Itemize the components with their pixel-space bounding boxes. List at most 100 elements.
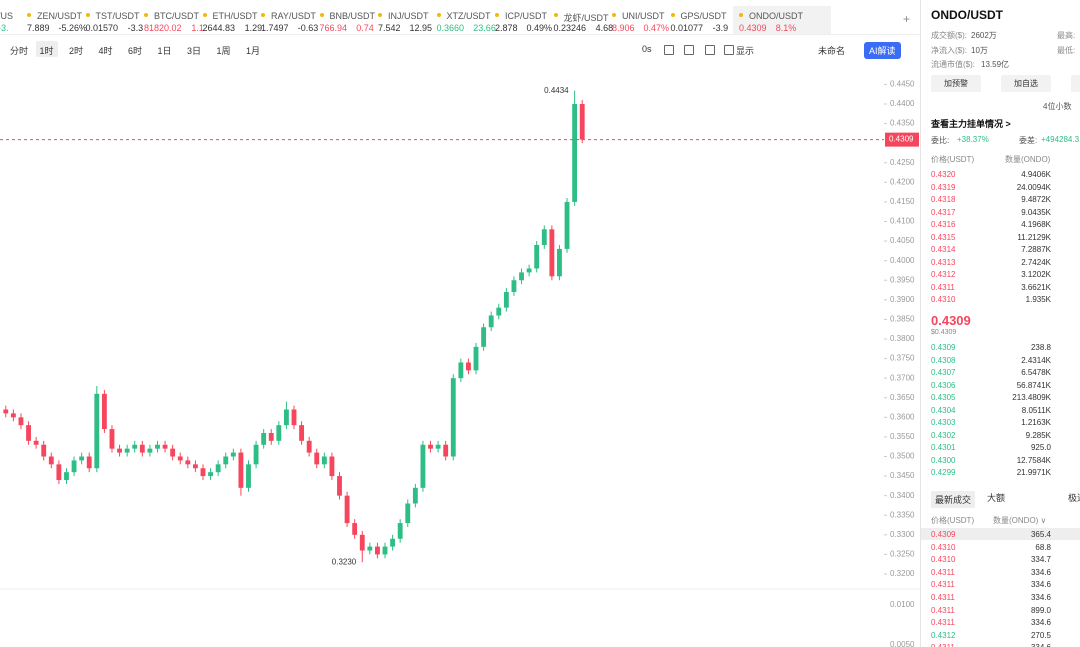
y-tick-label: 0.3550 bbox=[890, 432, 915, 441]
ticker-price[interactable]: 2.878 bbox=[495, 23, 518, 33]
ticker-change[interactable]: 1.1 bbox=[191, 23, 204, 33]
ticker-change[interactable]: -3.9 bbox=[712, 23, 729, 33]
chart: 0.4450 0.4400 0.4350 0.4250 0.4200 0.4150 0.41… bbox=[0, 62, 920, 647]
chart-toolbar: 分时 1时 2时 4时 6时 1日 3日 1周 1月 0s 显示 未命名 AI解读 bbox=[0, 38, 920, 62]
timeframe[interactable]: 3日 bbox=[187, 46, 202, 56]
timeframe[interactable]: 6时 bbox=[128, 46, 143, 56]
ticker-price[interactable]: 81820.02 bbox=[144, 23, 182, 33]
candle-body bbox=[496, 307, 502, 316]
tool-icon[interactable] bbox=[705, 45, 715, 55]
ticker-symbol[interactable]: XTZ/USDT bbox=[446, 11, 491, 21]
high-label: 0.4434 bbox=[544, 86, 569, 95]
ticker-price[interactable]: -3. bbox=[0, 23, 9, 33]
ticker-price[interactable]: 0.01570 bbox=[85, 23, 119, 33]
tool-icon[interactable] bbox=[684, 45, 694, 55]
ticker-price[interactable]: 0.23246 bbox=[553, 23, 587, 33]
ticker-price[interactable]: 8.906 bbox=[612, 23, 635, 33]
candle-body bbox=[147, 448, 153, 453]
candle-body bbox=[314, 452, 320, 465]
ticker-change[interactable]: 0.74 bbox=[356, 23, 374, 33]
candle-body bbox=[162, 444, 168, 449]
ticker-price[interactable]: 7.542 bbox=[378, 23, 401, 33]
timeframe[interactable]: 1周 bbox=[216, 46, 231, 56]
ticker-change[interactable]: -3.3 bbox=[127, 23, 144, 33]
book-qty: 2.4314K bbox=[1021, 355, 1051, 365]
trade-qty: 334.6 bbox=[1030, 567, 1051, 577]
ticker-change[interactable]: 0.49% bbox=[526, 23, 553, 33]
ticker-change[interactable]: 8.1% bbox=[775, 23, 797, 33]
trade-tab[interactable]: 大额 bbox=[987, 493, 1006, 503]
ticker-price[interactable]: 0.01077 bbox=[670, 23, 704, 33]
ticker-price[interactable]: 1.7497 bbox=[261, 23, 289, 33]
panel-button[interactable]: 加自选 bbox=[1001, 75, 1051, 92]
ticker-symbol[interactable]: /US bbox=[0, 11, 14, 21]
candle-body bbox=[382, 546, 388, 555]
ticker-dot bbox=[261, 13, 265, 17]
ticker-price[interactable]: 2644.83 bbox=[202, 23, 236, 33]
y-tick-label: 0.4450 bbox=[890, 80, 915, 89]
timeframe[interactable]: 2时 bbox=[69, 46, 84, 56]
ai-button[interactable]: AI解读 bbox=[864, 42, 901, 59]
tool-icon[interactable] bbox=[724, 45, 734, 55]
candle-body bbox=[450, 378, 456, 457]
ticker-price[interactable]: 7.889 bbox=[27, 23, 50, 33]
tool-icon[interactable] bbox=[664, 45, 674, 55]
add-tab[interactable]: + bbox=[903, 12, 911, 26]
book-qty: 6.5478K bbox=[1021, 368, 1051, 377]
timeframe[interactable]: 1日 bbox=[157, 46, 172, 56]
countdown[interactable]: 0s bbox=[642, 44, 652, 54]
ticker-symbol[interactable]: GPS/USDT bbox=[680, 11, 727, 21]
ticker-symbol[interactable]: TST/USDT bbox=[95, 11, 140, 21]
ticker-change[interactable]: 12.95 bbox=[409, 23, 433, 33]
active-tab bbox=[733, 6, 831, 34]
ticker-symbol[interactable]: ZEN/USDT bbox=[37, 11, 82, 21]
ticker-price[interactable]: 0.4309 bbox=[739, 23, 767, 33]
ticker-change[interactable]: 4.68 bbox=[595, 23, 614, 33]
ticker-change[interactable]: 1.29 bbox=[244, 23, 263, 33]
ticker-change[interactable]: 23.66 bbox=[473, 23, 496, 33]
ticker-symbol[interactable]: RAY/USDT bbox=[271, 11, 316, 21]
timeframe[interactable]: 分时 bbox=[10, 46, 29, 56]
display[interactable]: 显示 bbox=[736, 46, 755, 56]
y-tick-label: 0.4400 bbox=[890, 99, 915, 108]
ticker-symbol[interactable]: BTC/USDT bbox=[154, 11, 199, 21]
candle-body bbox=[208, 472, 213, 477]
candle-body bbox=[71, 460, 77, 473]
book-price: 0.4313 bbox=[931, 257, 956, 267]
book-qty: 238.8 bbox=[1030, 343, 1051, 352]
ticker-dot bbox=[436, 13, 441, 17]
candle-body bbox=[56, 464, 62, 480]
panel-button[interactable]: 加预警 bbox=[931, 75, 981, 92]
panel-button[interactable]: 策略 bbox=[1071, 75, 1080, 92]
trade-tab[interactable]: 最新成交 bbox=[931, 491, 976, 508]
ticker-change[interactable]: -0.63 bbox=[297, 23, 319, 33]
ticker-symbol[interactable]: 龙虾/USDT bbox=[563, 13, 609, 23]
timeframe[interactable]: 1月 bbox=[246, 46, 261, 56]
candle-body bbox=[541, 229, 547, 245]
candle-body bbox=[283, 409, 289, 426]
stat-value: 2602万 bbox=[971, 31, 997, 40]
candle-body bbox=[458, 362, 464, 379]
ticker-change[interactable]: 0.47% bbox=[643, 23, 670, 33]
ticker-price[interactable]: 0.3660 bbox=[436, 23, 465, 33]
price-axis bbox=[884, 62, 920, 647]
main-orders[interactable]: 查看主力挂单情况 > bbox=[931, 119, 1011, 129]
trade-tab[interactable]: 极速 bbox=[1068, 493, 1080, 503]
ticker-symbol[interactable]: UNI/USDT bbox=[622, 11, 665, 21]
candle-body bbox=[367, 546, 373, 551]
book-price: 0.4300 bbox=[931, 455, 956, 465]
book-price: 0.4309 bbox=[931, 343, 956, 352]
timeframe[interactable]: 1时 bbox=[39, 46, 54, 56]
timeframe[interactable]: 4时 bbox=[98, 46, 113, 56]
trade-price: 0.4310 bbox=[931, 555, 956, 565]
ticker-change[interactable]: -5.26% bbox=[58, 23, 88, 33]
ticker-price[interactable]: 766.94 bbox=[319, 23, 348, 33]
decimals[interactable]: 4位小数 bbox=[1043, 102, 1072, 111]
ticker-symbol[interactable]: BNB/USDT bbox=[329, 11, 376, 21]
ticker-symbol[interactable]: ETH/USDT bbox=[212, 11, 258, 21]
layout[interactable]: 未命名 bbox=[818, 46, 846, 56]
ticker-symbol[interactable]: INJ/USDT bbox=[388, 11, 429, 21]
ticker-symbol[interactable]: ICP/USDT bbox=[505, 11, 548, 21]
candle-body bbox=[177, 456, 183, 461]
ticker-symbol[interactable]: ONDO/USDT bbox=[749, 11, 803, 21]
